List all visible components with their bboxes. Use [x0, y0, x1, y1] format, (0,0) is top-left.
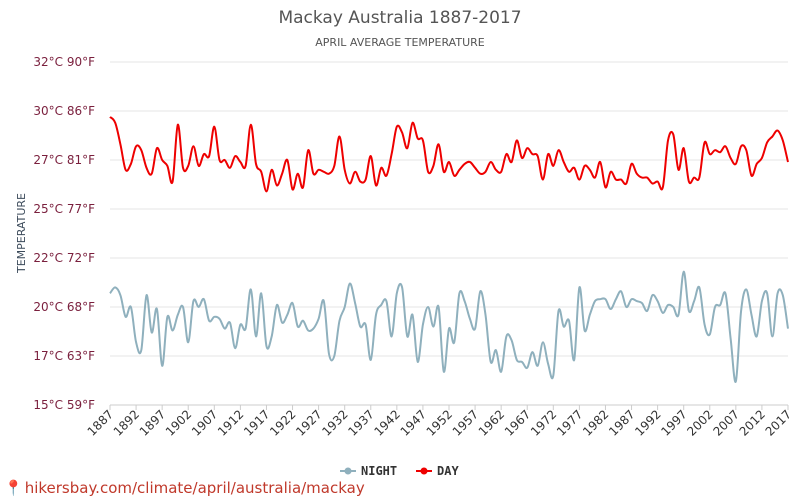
- series-line-night: [109, 270, 789, 383]
- x-tick-label: 1952: [424, 407, 455, 438]
- chart-title: Mackay Australia 1887-2017: [278, 8, 521, 28]
- location-pin-icon: 📍: [4, 479, 23, 497]
- series-lines: [109, 116, 789, 383]
- legend-day-marker: [420, 467, 428, 475]
- x-axis-ticks: 1887189218971902190719121917192219271932…: [85, 405, 794, 439]
- x-tick-label: 1987: [606, 407, 637, 438]
- x-tick-label: 1912: [215, 407, 246, 438]
- x-tick-label: 2007: [710, 407, 741, 438]
- y-tick-label: 27°C 81°F: [33, 153, 95, 167]
- y-axis-ticks: 15°C 59°F 17°C 63°F 20°C 68°F 22°C 72°F 25°C…: [33, 55, 95, 412]
- y-axis-label: TEMPERATURE: [15, 193, 28, 274]
- x-tick-label: 2012: [737, 407, 768, 438]
- legend[interactable]: NIGHT DAY: [340, 464, 459, 478]
- legend-item-night[interactable]: NIGHT: [340, 464, 397, 478]
- x-tick-label: 1927: [293, 407, 324, 438]
- x-tick-label: 1982: [580, 407, 611, 438]
- x-tick-label: 1942: [371, 407, 402, 438]
- x-tick-label: 1972: [528, 407, 559, 438]
- source-link-text[interactable]: hikersbay.com/climate/april/australia/ma…: [24, 479, 365, 497]
- legend-day-label: DAY: [437, 464, 459, 478]
- source-link[interactable]: 📍 hikersbay.com/climate/april/australia/m…: [4, 479, 365, 497]
- x-tick-label: 2017: [763, 407, 794, 438]
- x-tick-label: 1922: [267, 407, 298, 438]
- x-tick-label: 1937: [345, 407, 376, 438]
- legend-item-day[interactable]: DAY: [416, 464, 459, 478]
- x-tick-label: 1967: [502, 407, 533, 438]
- y-tick-label: 22°C 72°F: [33, 251, 95, 265]
- y-tick-label: 32°C 90°F: [33, 55, 95, 69]
- chart-subtitle: APRIL AVERAGE TEMPERATURE: [315, 36, 484, 49]
- x-tick-label: 1947: [398, 407, 429, 438]
- x-tick-label: 1897: [137, 407, 168, 438]
- y-tick-label: 15°C 59°F: [33, 398, 95, 412]
- y-tick-label: 17°C 63°F: [33, 349, 95, 363]
- x-tick-label: 2002: [684, 407, 715, 438]
- x-tick-label: 1977: [554, 407, 585, 438]
- legend-night-label: NIGHT: [361, 464, 397, 478]
- x-tick-label: 1892: [111, 407, 142, 438]
- series-line-day: [109, 116, 789, 193]
- y-tick-label: 30°C 86°F: [33, 104, 95, 118]
- x-tick-label: 1907: [189, 407, 220, 438]
- y-tick-label: 25°C 77°F: [33, 202, 95, 216]
- x-tick-label: 1917: [241, 407, 272, 438]
- gridlines: [110, 61, 788, 406]
- x-tick-label: 1932: [319, 407, 350, 438]
- x-tick-label: 1957: [450, 407, 481, 438]
- y-tick-label: 20°C 68°F: [33, 300, 95, 314]
- x-tick-label: 1962: [476, 407, 507, 438]
- legend-night-marker: [344, 467, 352, 475]
- x-tick-label: 1997: [658, 407, 689, 438]
- x-tick-label: 1992: [632, 407, 663, 438]
- x-tick-label: 1902: [163, 407, 194, 438]
